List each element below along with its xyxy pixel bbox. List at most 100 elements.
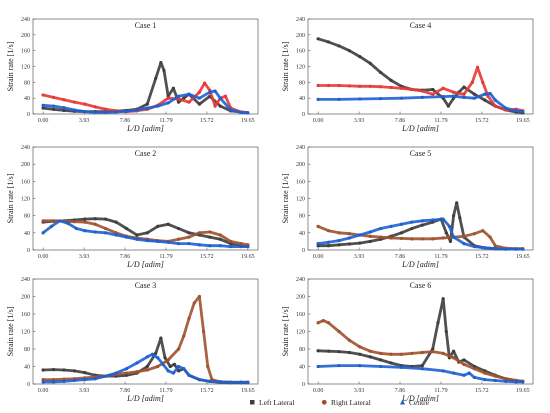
data-point — [420, 367, 424, 371]
legend-label: Centre — [409, 398, 430, 407]
data-point — [182, 367, 186, 371]
data-point — [41, 103, 45, 107]
data-point — [41, 219, 45, 223]
y-tick-label: 160 — [21, 179, 30, 185]
data-point — [239, 241, 243, 246]
chart-panel: Case 2 0 40 80 120 160 200 240 0.00 3.93 7.86 11.79… — [6, 145, 259, 269]
data-point — [93, 105, 97, 109]
data-point — [451, 94, 456, 98]
x-tick-label: 19.65 — [241, 118, 255, 124]
y-tick-label: 40 — [24, 231, 30, 237]
data-point — [159, 60, 163, 65]
x-tick-label: 11.79 — [434, 118, 447, 124]
data-point — [488, 91, 492, 96]
y-tick-label: 120 — [296, 65, 305, 71]
x-tick-label: 15.72 — [200, 388, 214, 394]
x-tick-label: 7.86 — [395, 254, 406, 260]
data-point — [145, 231, 149, 235]
y-tick-label: 0 — [27, 248, 30, 254]
data-point — [197, 294, 202, 299]
data-point — [104, 226, 108, 231]
data-point — [104, 110, 108, 115]
x-tick-label: 19.65 — [516, 254, 530, 260]
data-point — [156, 104, 160, 108]
y-tick-label: 80 — [24, 214, 30, 220]
data-point — [229, 108, 233, 112]
panel-title: Case 2 — [135, 149, 157, 158]
data-point — [337, 238, 341, 243]
series-line — [316, 364, 525, 384]
data-point — [347, 84, 351, 88]
data-point — [451, 356, 456, 360]
data-point — [483, 378, 487, 382]
data-point — [66, 221, 70, 225]
data-point — [379, 85, 383, 89]
data-point — [337, 231, 341, 235]
panel-title: Case 3 — [135, 281, 157, 290]
data-point — [218, 96, 222, 100]
data-point — [444, 231, 448, 235]
data-point — [176, 237, 181, 241]
x-tick-label: 19.65 — [241, 388, 255, 394]
data-point — [441, 94, 445, 99]
data-point — [399, 365, 404, 369]
data-point — [229, 244, 233, 249]
chart-panel: Case 4 0 40 80 120 160 200 240 0.00 3.93 7.86 11.79… — [281, 17, 534, 133]
y-axis-label: Strain rate [1/s] — [6, 173, 15, 223]
data-point — [246, 111, 250, 115]
legend-marker-circle — [321, 399, 327, 405]
data-point — [420, 350, 424, 355]
plot-frame — [307, 146, 534, 251]
series-line — [41, 336, 250, 385]
x-axis-label: L/D [adim] — [126, 124, 164, 133]
y-axis-label: Strain rate [1/s] — [6, 306, 15, 356]
data-point — [124, 226, 129, 231]
data-point — [420, 89, 424, 93]
data-point — [316, 364, 320, 369]
data-point — [441, 297, 445, 301]
data-point — [410, 237, 414, 241]
data-point — [239, 110, 243, 115]
data-point — [124, 235, 129, 239]
data-point — [156, 356, 160, 360]
data-point — [203, 81, 207, 85]
data-point — [521, 247, 525, 251]
x-tick-label: 15.72 — [475, 118, 489, 124]
data-point — [187, 241, 191, 246]
x-tick-label: 11.79 — [434, 388, 447, 394]
data-point — [208, 379, 212, 383]
data-point — [135, 233, 139, 237]
data-point — [514, 109, 518, 113]
y-axis-label: Strain rate [1/s] — [281, 173, 290, 223]
x-tick-label: 3.93 — [354, 118, 365, 124]
data-point — [379, 235, 383, 239]
data-point — [441, 369, 445, 373]
data-point — [493, 98, 497, 102]
y-tick-label: 200 — [21, 33, 30, 39]
data-point — [321, 318, 325, 323]
y-axis-label: Strain rate [1/s] — [281, 41, 290, 91]
data-point — [104, 107, 108, 111]
series-left-lateral — [41, 60, 250, 115]
data-point — [410, 351, 414, 355]
x-tick-label: 7.86 — [120, 118, 131, 124]
data-point — [462, 362, 466, 366]
data-point — [208, 90, 212, 94]
data-point — [379, 364, 383, 369]
data-point — [316, 224, 320, 228]
data-point — [135, 370, 139, 374]
data-point — [213, 104, 217, 108]
data-point — [154, 76, 158, 80]
data-point — [420, 219, 424, 223]
y-tick-label: 160 — [296, 179, 305, 185]
data-point — [145, 368, 149, 372]
data-point — [431, 350, 435, 354]
panel-title: Case 6 — [410, 281, 432, 290]
data-point — [171, 371, 175, 375]
data-point — [462, 95, 466, 99]
data-point — [104, 374, 108, 378]
x-tick-label: 0.00 — [38, 118, 49, 124]
y-tick-label: 160 — [296, 49, 305, 55]
data-point — [326, 229, 331, 233]
data-point — [83, 378, 87, 382]
